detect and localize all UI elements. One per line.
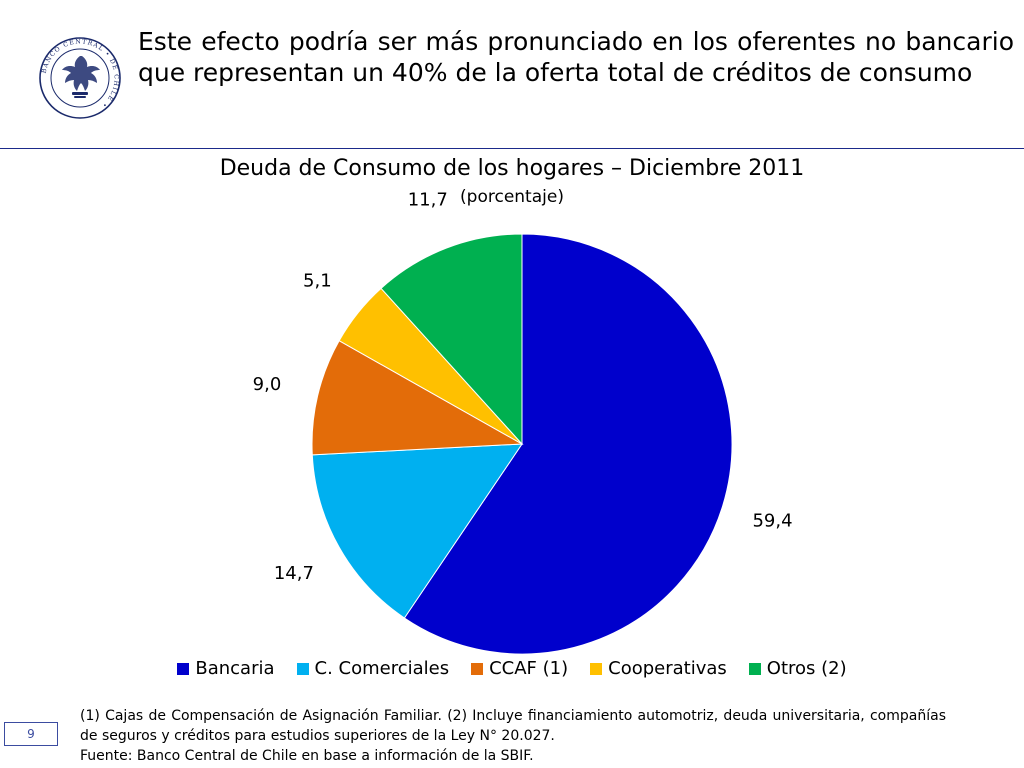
legend-swatch: [177, 662, 190, 675]
legend-label: CCAF (1): [489, 658, 569, 679]
legend-item: C. Comerciales: [296, 658, 450, 679]
page-number: 9: [4, 722, 58, 746]
chart-subtitle: (porcentaje): [460, 187, 564, 207]
pie-slice-ccaf-1: [311, 340, 524, 456]
legend-label: C. Comerciales: [314, 658, 450, 679]
legend-item: CCAF (1): [471, 658, 568, 679]
legend-item: Cooperativas: [590, 658, 727, 679]
legend-swatch: [471, 662, 484, 675]
pie-slice-c-comerciales: [311, 443, 523, 619]
banco-central-seal-logo: BANCO CENTRAL • DE CHILE •: [39, 37, 121, 119]
legend-label: Cooperativas: [608, 658, 727, 679]
data-label: 5,1: [303, 270, 332, 291]
footnote-definitions: (1) Cajas de Compensación de Asignación …: [80, 708, 946, 744]
data-label: 59,4: [752, 511, 792, 532]
data-label: 14,7: [274, 563, 314, 584]
pie-slice-bancaria: [403, 233, 733, 655]
source-note: Fuente: Banco Central de Chile en base a…: [80, 748, 534, 764]
title-divider: [0, 148, 1024, 149]
data-label: 9,0: [253, 374, 282, 395]
slide-title: Este efecto podría ser más pronunciado e…: [138, 27, 1014, 87]
footnotes: (1) Cajas de Compensación de Asignación …: [80, 706, 946, 766]
chart-title: Deuda de Consumo de los hogares – Diciem…: [219, 156, 805, 181]
legend-item: Bancaria: [177, 658, 275, 679]
legend-swatch: [590, 662, 603, 675]
pie-slice-otros-2: [380, 233, 523, 446]
legend-item: Otros (2): [748, 658, 847, 679]
legend-label: Otros (2): [766, 658, 847, 679]
legend-swatch: [748, 662, 761, 675]
chart-legend: Bancaria C. Comerciales CCAF (1) Cooperativ…: [0, 658, 1024, 679]
data-label: 11,7: [408, 190, 448, 211]
legend-swatch: [296, 662, 309, 675]
legend-label: Bancaria: [195, 658, 275, 679]
